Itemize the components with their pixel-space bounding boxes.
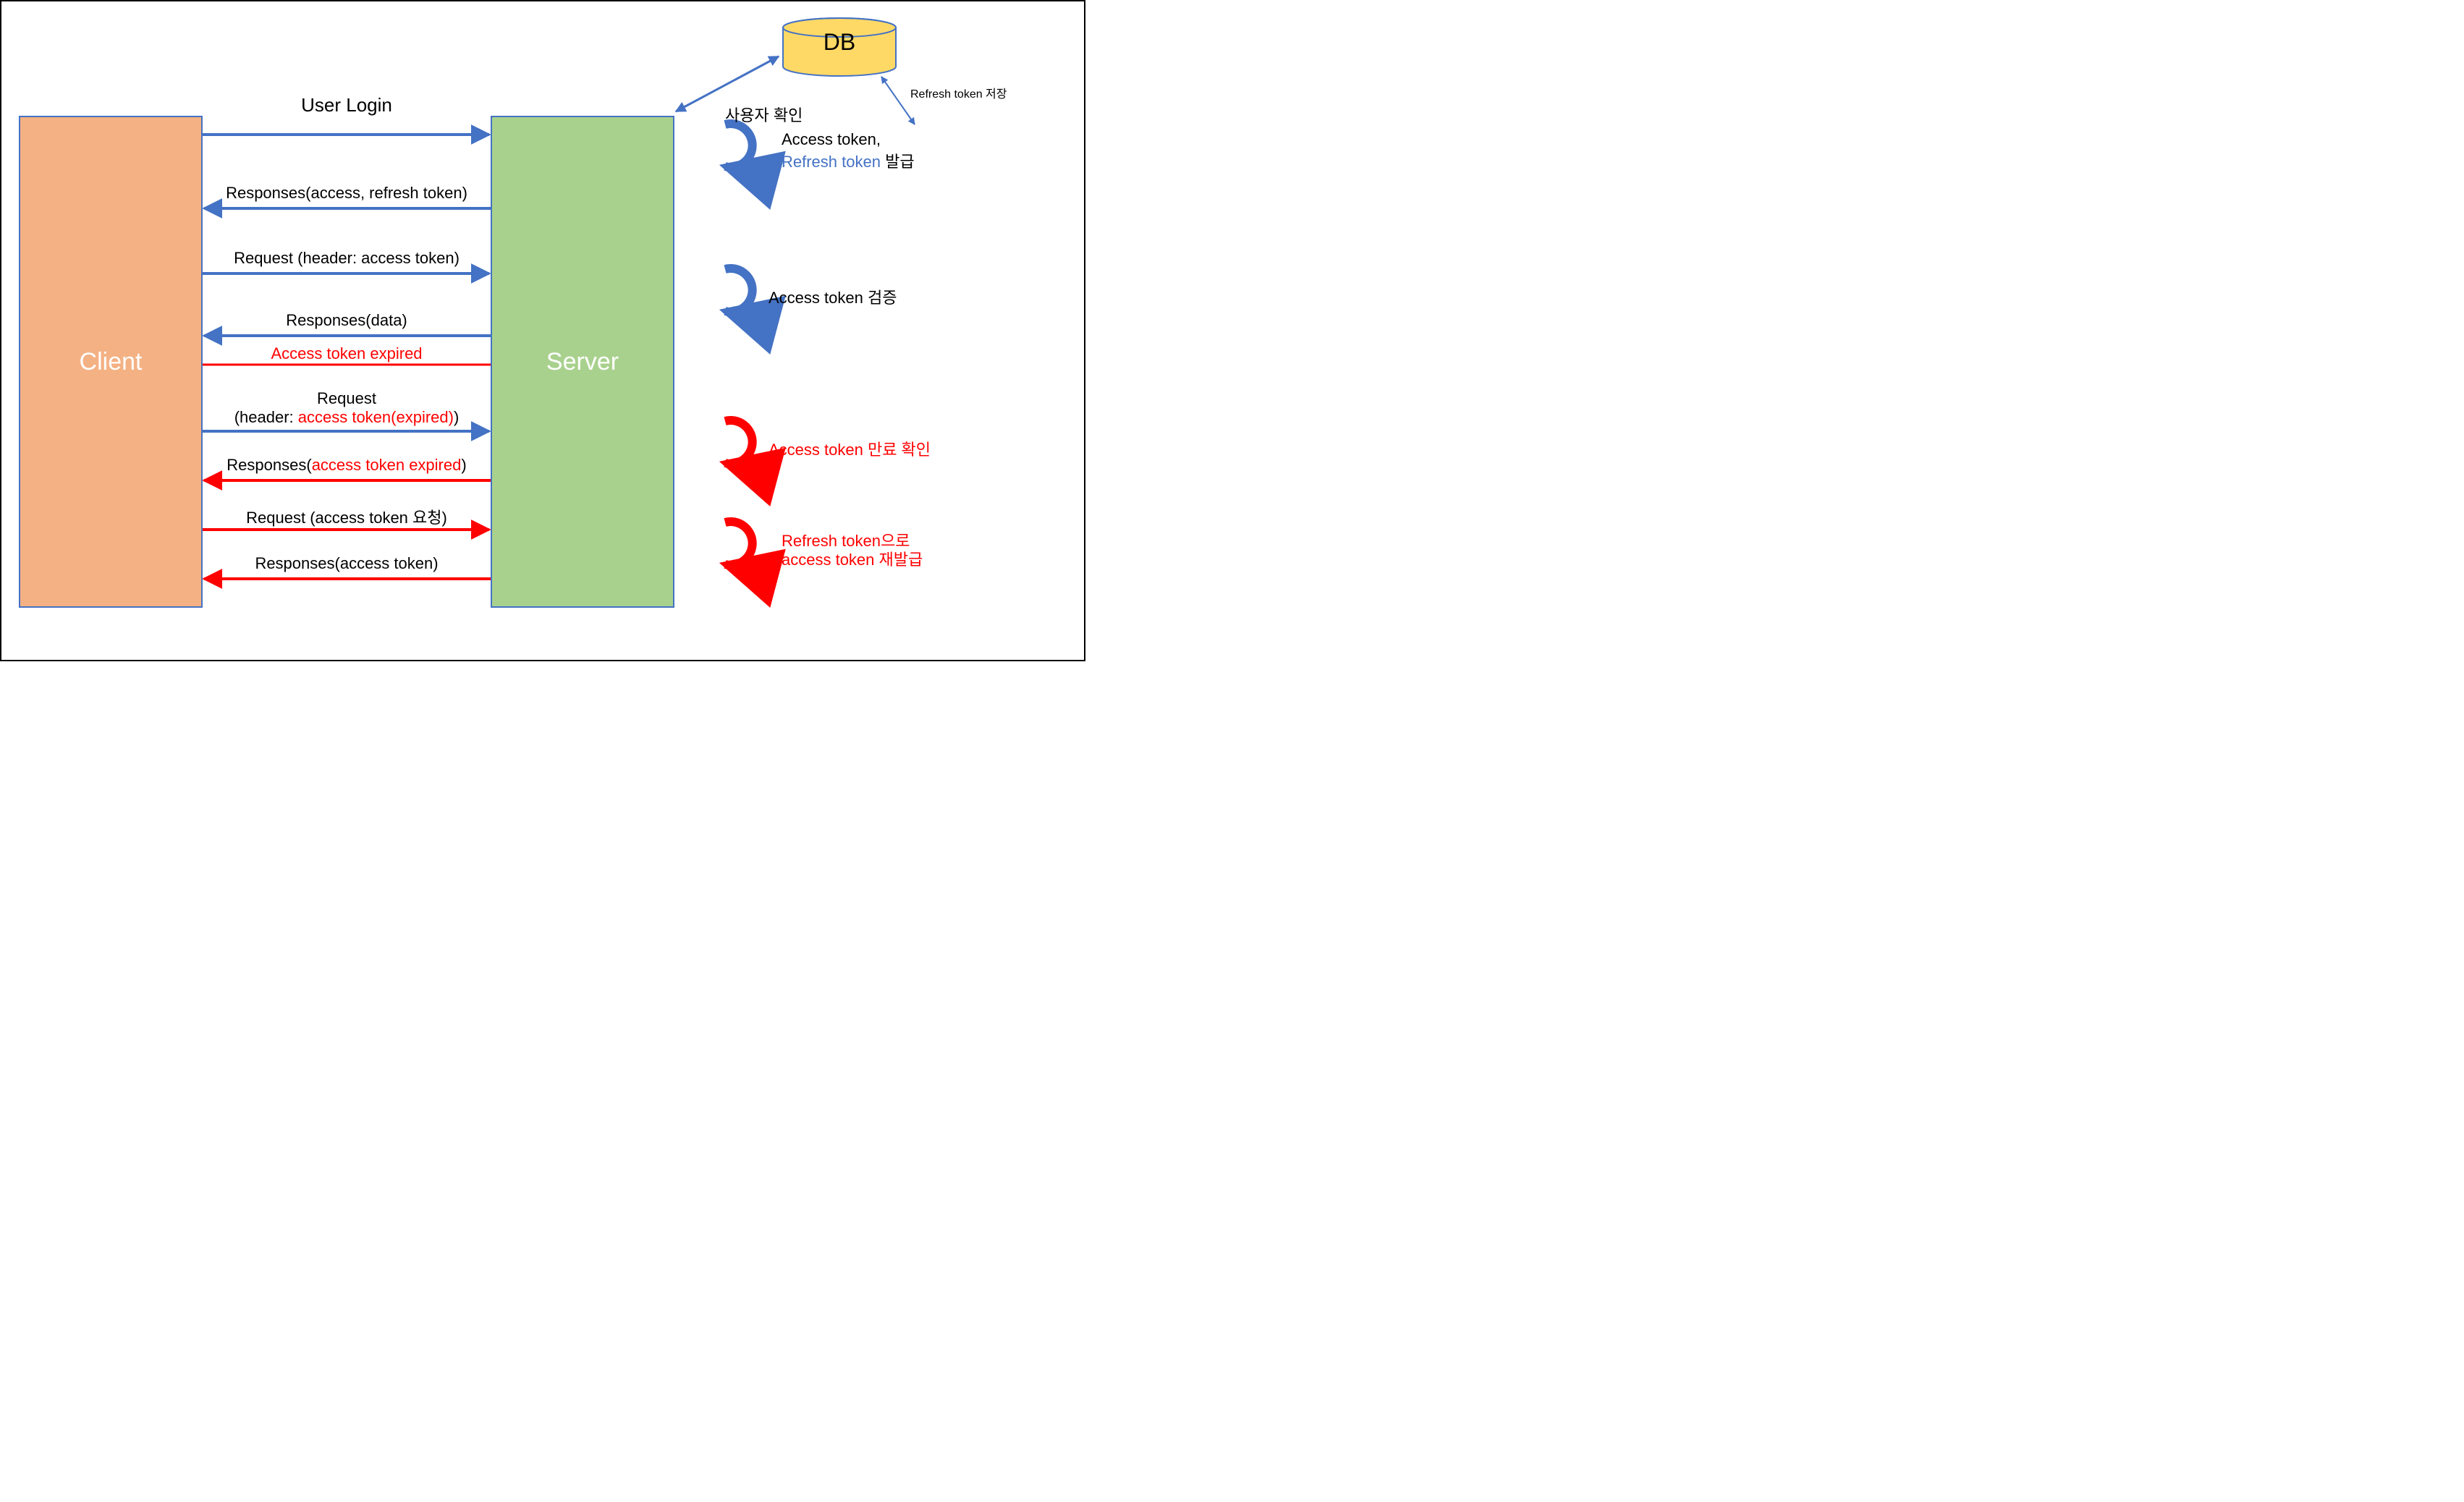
curve-reissue	[725, 522, 753, 565]
label-resp-expired-c: )	[461, 456, 466, 474]
label-req-new: Request (access token 요청)	[203, 505, 491, 528]
label-resp-expired-b: access token expired	[312, 456, 462, 474]
note-userconfirm: 사용자 확인	[725, 103, 819, 126]
server-box: Server	[491, 116, 674, 608]
client-box: Client	[19, 116, 203, 608]
label-resp-data: Responses(data)	[203, 311, 491, 330]
diagram-canvas: Client Server DB	[0, 0, 1085, 661]
label-resp-expired-a: Responses(	[226, 456, 311, 474]
label-req-header: Request (header: access token)	[203, 249, 491, 268]
server-label: Server	[546, 348, 619, 376]
label-resp-expired: Responses(access token expired)	[203, 456, 491, 475]
note-refresh-issue: Refresh token 발급	[782, 149, 999, 172]
label-req-expired-2b: access token(expired)	[298, 408, 454, 426]
note-reissue-2: access token 재발급	[782, 547, 1013, 570]
label-resp-tokens: Responses(access, refresh token)	[203, 184, 491, 203]
label-expired-marker: Access token expired	[203, 344, 491, 363]
note-refresh-token: Refresh token	[782, 153, 881, 171]
label-login: User Login	[203, 94, 491, 116]
label-req-expired-2: (header: access token(expired))	[203, 408, 491, 427]
label-req-expired-2a: (header:	[234, 408, 298, 426]
label-resp-new: Responses(access token)	[203, 554, 491, 573]
client-label: Client	[80, 348, 143, 376]
curve-expired-check	[725, 420, 753, 464]
curve-issue	[725, 124, 753, 167]
note-refresh-store: Refresh token 저장	[910, 84, 1055, 101]
note-expired-check: Access token 만료 확인	[769, 437, 1000, 460]
db-label: DB	[782, 29, 897, 56]
note-access-token: Access token,	[782, 130, 970, 149]
note-issue-suffix: 발급	[881, 153, 915, 171]
curve-verify	[725, 268, 753, 312]
label-req-expired-1: Request	[203, 389, 491, 408]
note-verify: Access token 검증	[769, 285, 957, 308]
